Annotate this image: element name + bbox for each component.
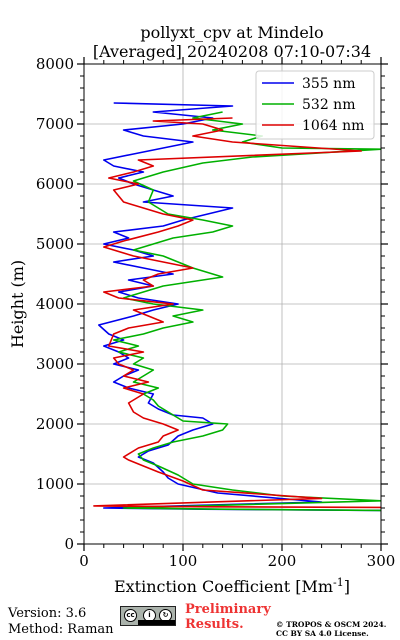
series-line-3 [93, 117, 381, 509]
x-tick-label: 300 [367, 552, 396, 570]
badge-strip [138, 620, 175, 625]
x-tick-label: 200 [268, 552, 297, 570]
x-tick-label: 100 [169, 552, 198, 570]
series-group [93, 102, 381, 512]
y-tick-label: 7000 [36, 115, 74, 133]
cc-icon: cc [124, 609, 137, 622]
preliminary-notice: Preliminary Results. [185, 602, 271, 632]
cc-license-badge: cc i ↻ [120, 606, 176, 626]
legend-box [255, 70, 375, 140]
legend-label: 1064 nm [302, 118, 364, 134]
preliminary-line-1: Preliminary [185, 602, 271, 617]
y-tick-label: 4000 [36, 295, 74, 313]
y-tick-label: 5000 [36, 235, 74, 253]
footer-info: Version: 3.6 Method: Raman [8, 606, 114, 638]
copyright-line-1: © TROPOS & OSCM 2024. [276, 620, 387, 629]
y-tick-label: 8000 [36, 55, 74, 73]
axis-ticks: 0 100 200 300010002000300040005000600070008… [36, 55, 396, 570]
legend-label: 532 nm [302, 97, 355, 113]
chart: pollyxt_cpv at Mindelo [Averaged] 202402… [8, 23, 396, 596]
y-tick-label: 6000 [36, 175, 74, 193]
y-tick-label: 3000 [36, 355, 74, 373]
series-line-2 [112, 111, 381, 512]
preliminary-line-2: Results. [185, 617, 244, 632]
copyright-notice: © TROPOS & OSCM 2024. CC BY SA 4.0 Licen… [276, 620, 386, 638]
series-line-1 [98, 102, 381, 512]
legend: 355 nm 532 nm 1064 nm [255, 70, 375, 140]
y-tick-label: 2000 [36, 415, 74, 433]
x-axis-label: Extinction Coefficient [Mm-1] [114, 576, 350, 596]
legend-label: 355 nm [302, 76, 355, 92]
chart-title: pollyxt_cpv at Mindelo [140, 23, 323, 42]
y-axis-label: Height (m) [8, 260, 27, 348]
y-tick-label: 1000 [36, 475, 74, 493]
x-tick-label: 0 [79, 552, 89, 570]
y-tick-label: 0 [64, 535, 74, 553]
copyright-line-2: CC BY SA 4.0 License. [276, 629, 369, 638]
version-text: Version: 3.6 [8, 606, 87, 621]
method-text: Method: Raman [8, 622, 114, 637]
chart-subtitle: [Averaged] 20240208 07:10-07:34 [93, 42, 371, 61]
